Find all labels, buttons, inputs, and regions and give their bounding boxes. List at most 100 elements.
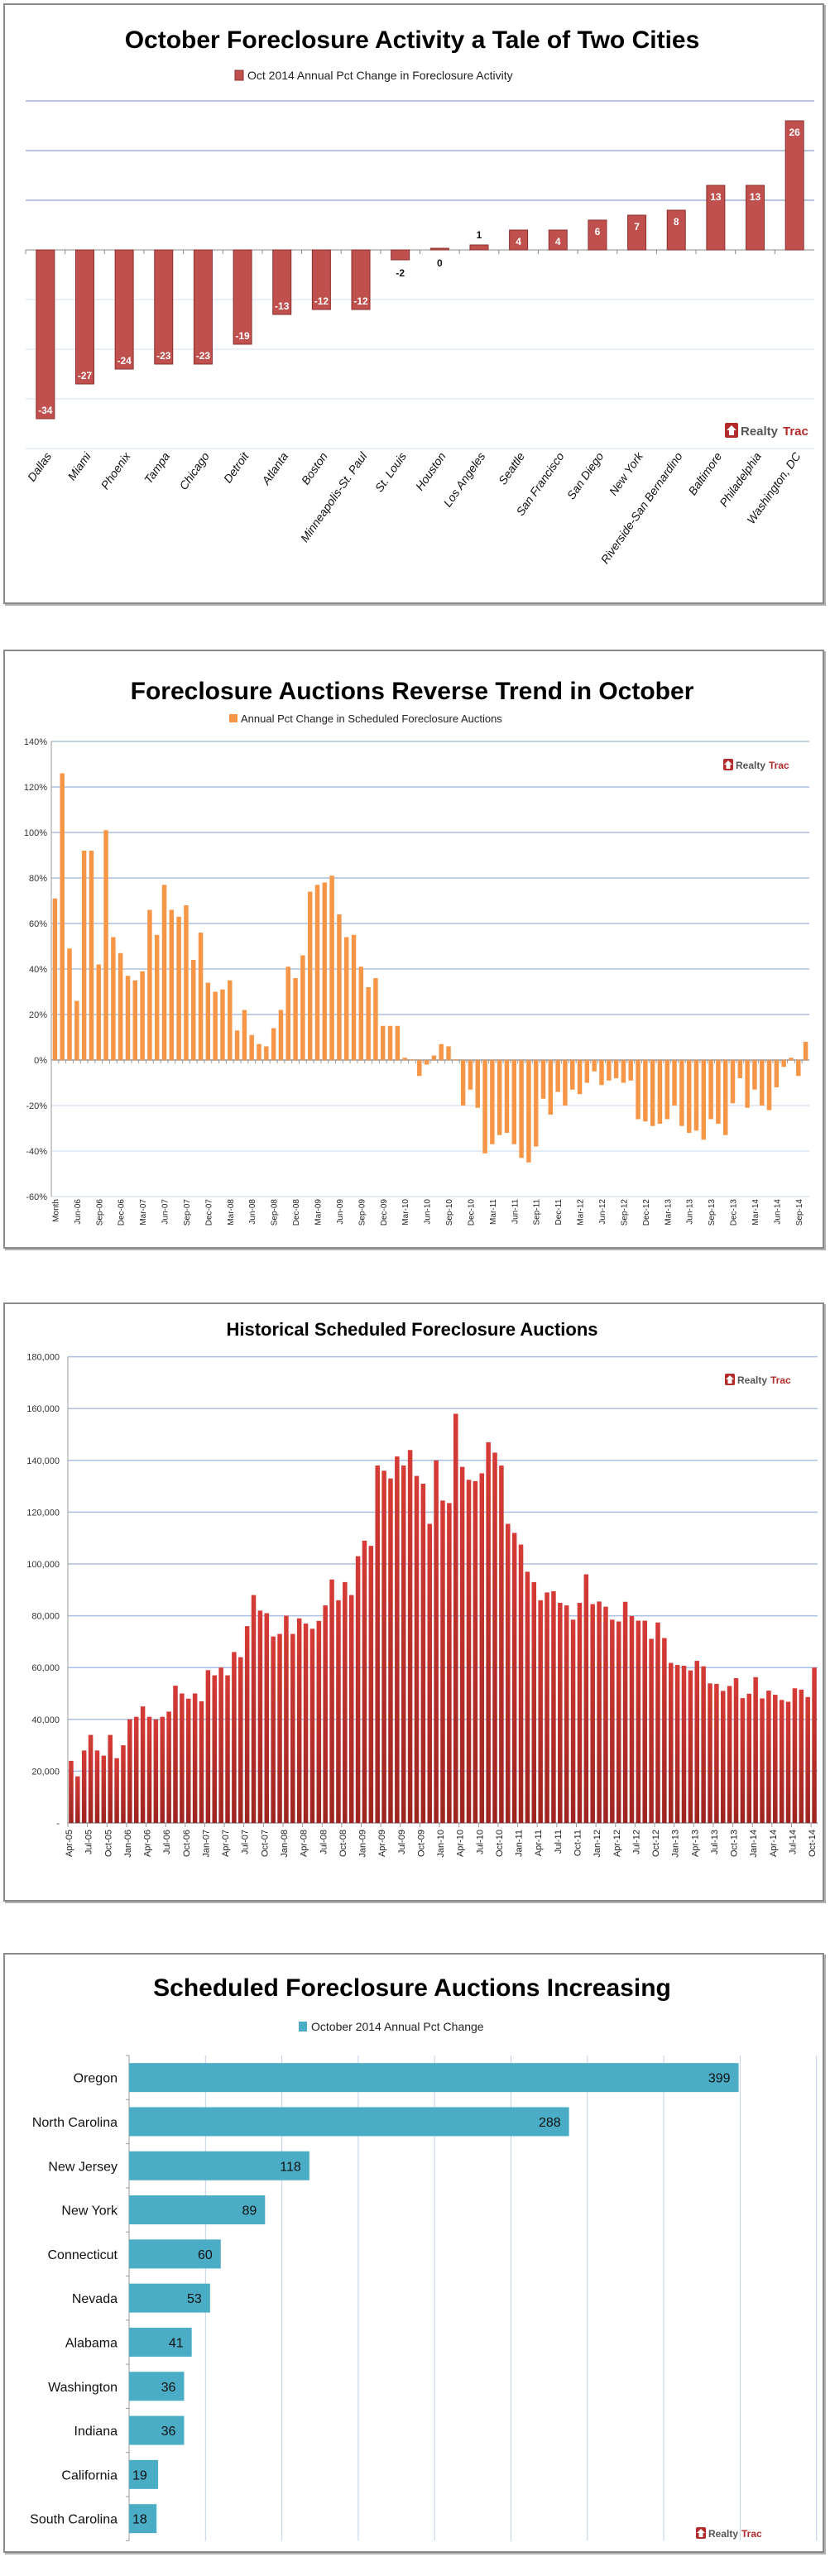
category-label: Riverside-San Bernardino	[598, 449, 685, 566]
x-tick-label: Oct-05	[103, 1830, 113, 1857]
bar	[67, 948, 72, 1060]
bar	[509, 229, 529, 251]
bar	[271, 1636, 276, 1823]
y-tick-label: 0%	[34, 1056, 47, 1066]
x-tick-label: Jul-12	[631, 1830, 641, 1854]
bar	[468, 1060, 473, 1090]
bar	[439, 1043, 444, 1060]
data-label: 4	[516, 236, 521, 247]
bar	[238, 1657, 243, 1823]
x-tick-label: Apr-13	[690, 1830, 700, 1857]
bar	[129, 2459, 159, 2489]
x-tick-label: Apr-10	[456, 1830, 466, 1857]
bar	[420, 1483, 426, 1823]
bar	[447, 1503, 452, 1823]
legend: Oct 2014 Annual Pct Change in Foreclosur…	[234, 69, 513, 82]
y-tick-label: 20%	[29, 1010, 47, 1020]
bar	[746, 1693, 752, 1823]
bar	[375, 1465, 380, 1823]
bar	[773, 1695, 778, 1823]
x-tick-label: Jun-14	[773, 1199, 782, 1225]
x-tick-label: Oct-08	[338, 1830, 348, 1857]
y-tick-label: 140,000	[26, 1456, 60, 1466]
bar	[570, 1060, 575, 1090]
bar	[74, 1000, 79, 1060]
x-tick-label: Apr-11	[534, 1830, 544, 1856]
bar	[193, 249, 213, 365]
x-tick-label: Jun-10	[424, 1199, 433, 1225]
bar	[108, 1734, 113, 1823]
category-label: Chicago	[176, 449, 212, 492]
bar	[453, 1413, 458, 1823]
y-tick-label: 120%	[24, 783, 47, 793]
realtytrac-logo: Realty Trac	[696, 2527, 762, 2540]
bar	[129, 2195, 266, 2225]
bar	[125, 976, 131, 1060]
category-label: Atlanta	[258, 449, 290, 487]
category-label: North Carolina	[32, 2116, 118, 2130]
category-label: New York	[61, 2204, 118, 2219]
bar	[414, 1475, 420, 1823]
bar	[511, 1060, 517, 1144]
bar	[657, 1060, 663, 1124]
x-tick-label: Oct-11	[573, 1830, 583, 1856]
bar	[417, 1060, 422, 1077]
bar	[446, 1046, 451, 1060]
bar	[511, 1533, 517, 1823]
bar	[362, 1540, 367, 1823]
y-tick-label: 60,000	[31, 1663, 60, 1673]
bar	[590, 1604, 595, 1823]
data-label: 1	[477, 229, 482, 241]
x-tick-label: Jul-07	[241, 1830, 251, 1854]
data-label: 18	[132, 2513, 147, 2527]
data-label: 6	[595, 226, 601, 237]
bar	[355, 1556, 361, 1823]
chart-title: October Foreclosure Activity a Tale of T…	[125, 26, 700, 54]
bar	[584, 1060, 590, 1083]
bar	[482, 1060, 487, 1154]
bar	[161, 885, 167, 1060]
bar	[479, 1473, 485, 1823]
chart-panel-state-auctions: Scheduled Foreclosure Auctions Increasin…	[3, 1953, 824, 2553]
bar	[526, 1060, 531, 1163]
x-tick-label: Jun-11	[511, 1199, 520, 1224]
bar	[129, 2107, 569, 2137]
bar	[233, 249, 252, 345]
category-label: Dallas	[25, 450, 54, 484]
bar	[300, 955, 305, 1060]
bar	[351, 249, 371, 310]
x-tick-label: Jul-08	[319, 1830, 329, 1854]
category-label: Alabama	[65, 2336, 118, 2350]
bar	[603, 1606, 608, 1823]
bar	[129, 2327, 192, 2357]
category-label: Baltimore	[685, 449, 724, 497]
bar	[220, 989, 225, 1060]
logo-text-realty: Realty	[708, 2528, 738, 2540]
bar	[401, 1465, 406, 1823]
y-tick-label: 20,000	[31, 1767, 60, 1777]
data-label: 36	[161, 2381, 176, 2395]
x-tick-label: Jan-08	[280, 1830, 290, 1858]
logo-text-trac: Trac	[769, 760, 789, 771]
x-tick-label: Sep-09	[357, 1199, 367, 1226]
bar	[228, 980, 233, 1060]
chart-title: Scheduled Foreclosure Auctions Increasin…	[153, 1974, 671, 2002]
x-tick-label: Jul-14	[788, 1830, 798, 1854]
category-label: South Carolina	[30, 2513, 118, 2527]
x-tick-label: Dec-09	[380, 1199, 389, 1226]
bar	[249, 1034, 254, 1060]
bar	[431, 1055, 437, 1060]
x-tick-label: Jun-12	[598, 1199, 607, 1225]
bar	[760, 1698, 765, 1823]
y-tick-label: 60%	[29, 919, 47, 929]
bar	[548, 1060, 554, 1115]
bar	[132, 980, 138, 1060]
bar	[622, 1601, 628, 1823]
data-label: 4	[555, 236, 561, 247]
bar	[133, 1716, 139, 1823]
bar	[563, 1060, 568, 1106]
category-label: Oregon	[74, 2072, 118, 2086]
bar	[154, 934, 160, 1060]
chart-title: Historical Scheduled Foreclosure Auction…	[226, 1319, 597, 1340]
y-tick-label: 120,000	[26, 1508, 60, 1518]
